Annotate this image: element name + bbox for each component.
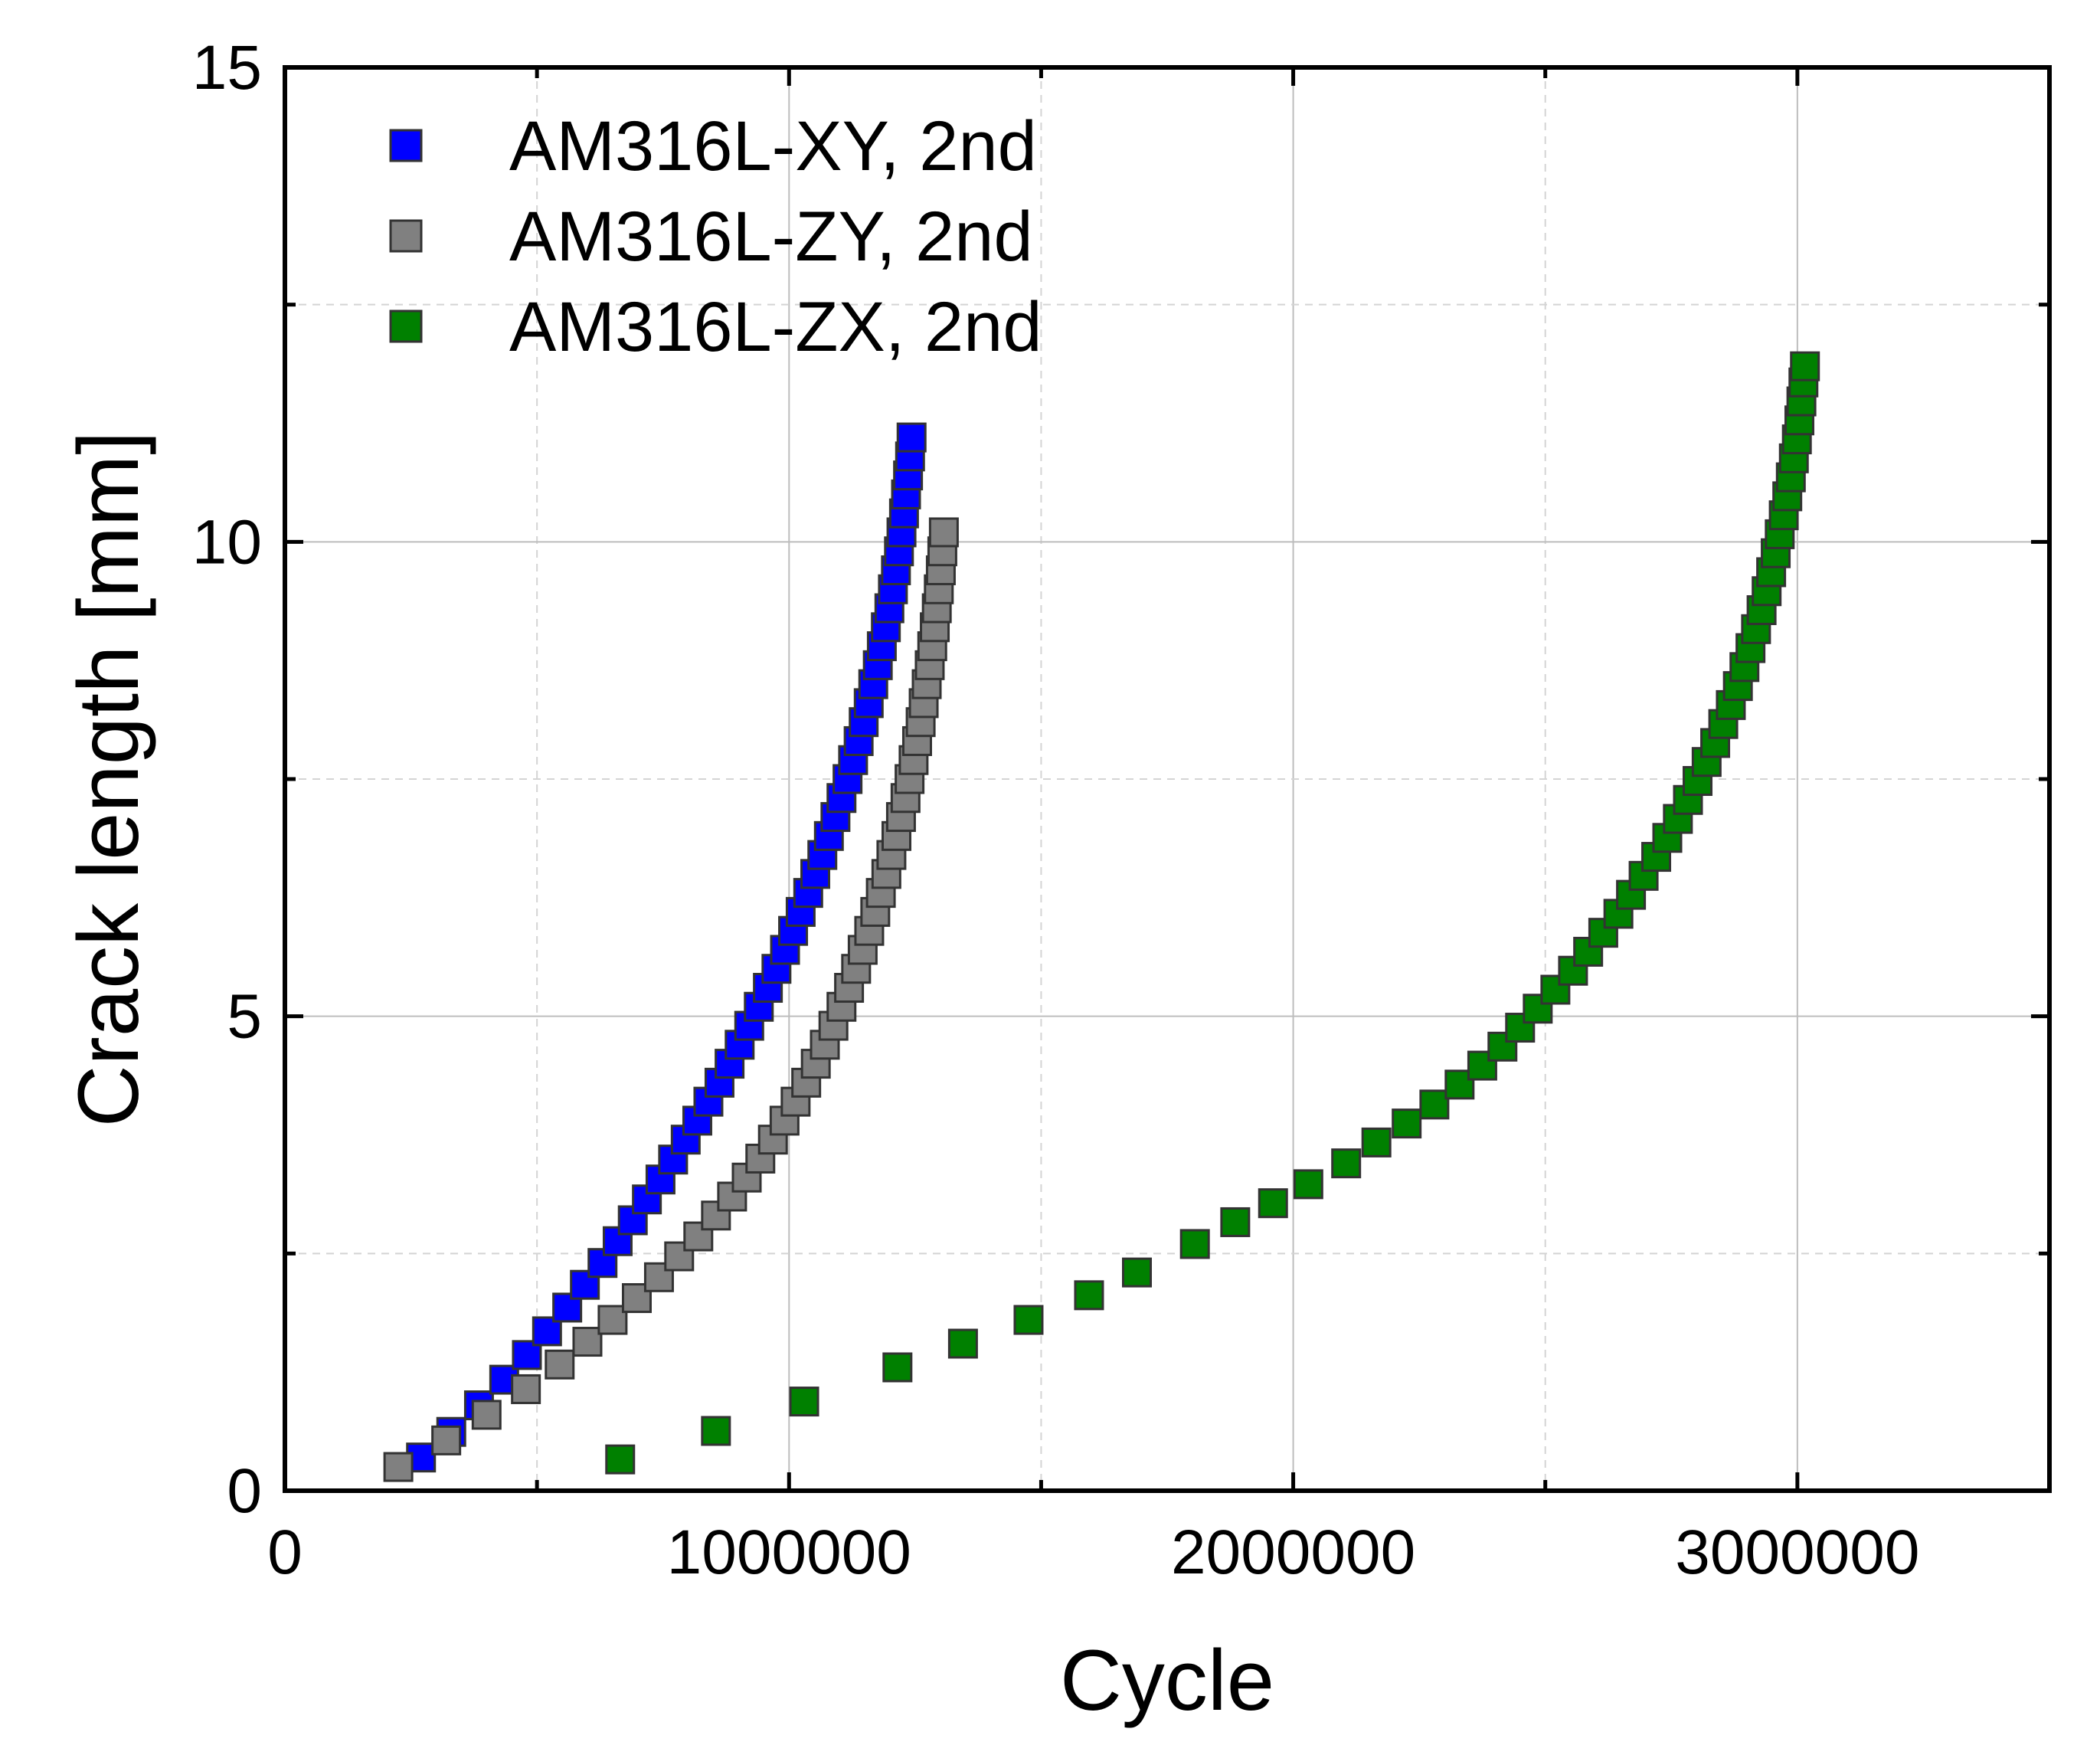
legend: AM316L-XY, 2nd AM316L-ZY, 2nd AM316L-ZX, 2…: [389, 107, 1042, 366]
legend-marker-series-1: [389, 129, 423, 162]
data-point-series-1: [532, 1316, 562, 1347]
data-point-series-3: [1220, 1207, 1251, 1237]
data-point-series-3: [1419, 1089, 1450, 1120]
data-points: [383, 351, 1820, 1482]
data-point-series-1: [896, 422, 927, 453]
y-tick-label: 0: [227, 1456, 262, 1526]
data-point-series-3: [1013, 1305, 1044, 1335]
data-point-series-3: [1523, 994, 1553, 1024]
data-point-series-3: [1122, 1257, 1153, 1288]
x-axis-title: Cycle: [1060, 1632, 1274, 1728]
data-point-series-3: [1790, 351, 1820, 381]
data-point-series-2: [511, 1374, 541, 1404]
plot-frame: [283, 65, 2052, 1493]
legend-label-series-2: AM316L-ZY, 2nd: [509, 198, 1033, 276]
data-point-series-3: [789, 1387, 819, 1417]
data-point-series-2: [431, 1425, 462, 1455]
y-tick-label: 5: [227, 982, 262, 1052]
data-point-series-2: [928, 517, 959, 548]
data-point-series-2: [471, 1400, 502, 1430]
data-point-series-3: [1331, 1148, 1362, 1179]
data-point-series-2: [572, 1327, 603, 1357]
grid: [285, 67, 2049, 1491]
data-point-series-2: [545, 1349, 575, 1380]
legend-label-series-3: AM316L-ZX, 2nd: [509, 288, 1042, 366]
data-point-series-3: [882, 1352, 913, 1383]
legend-marker-series-2: [389, 219, 423, 253]
data-point-series-3: [947, 1328, 978, 1359]
y-tick-label: 15: [192, 33, 262, 103]
data-point-series-3: [1179, 1229, 1210, 1259]
data-point-series-3: [1392, 1108, 1422, 1139]
data-point-series-3: [1074, 1280, 1104, 1311]
y-axis-title: Crack length [mm]: [61, 431, 156, 1128]
data-point-series-3: [1258, 1188, 1288, 1219]
data-point-series-3: [1361, 1127, 1392, 1157]
data-point-series-3: [1588, 918, 1618, 948]
data-point-series-3: [1293, 1169, 1323, 1200]
legend-label-series-1: AM316L-XY, 2nd: [509, 107, 1037, 185]
x-tick-label: 1000000: [667, 1518, 911, 1587]
x-tick-label: 0: [267, 1518, 303, 1587]
x-tick-label: 3000000: [1675, 1518, 1919, 1587]
data-point-series-2: [597, 1305, 628, 1335]
legend-marker-series-3: [389, 309, 423, 343]
y-tick-label: 10: [192, 507, 262, 577]
data-point-series-2: [383, 1452, 414, 1482]
x-tick-label: 2000000: [1171, 1518, 1415, 1587]
data-point-series-3: [701, 1416, 731, 1446]
data-point-series-3: [605, 1444, 636, 1475]
data-point-series-3: [1540, 974, 1571, 1005]
tick-labels: 0 1000000 2000000 3000000 0 5 10 15: [192, 33, 1920, 1587]
